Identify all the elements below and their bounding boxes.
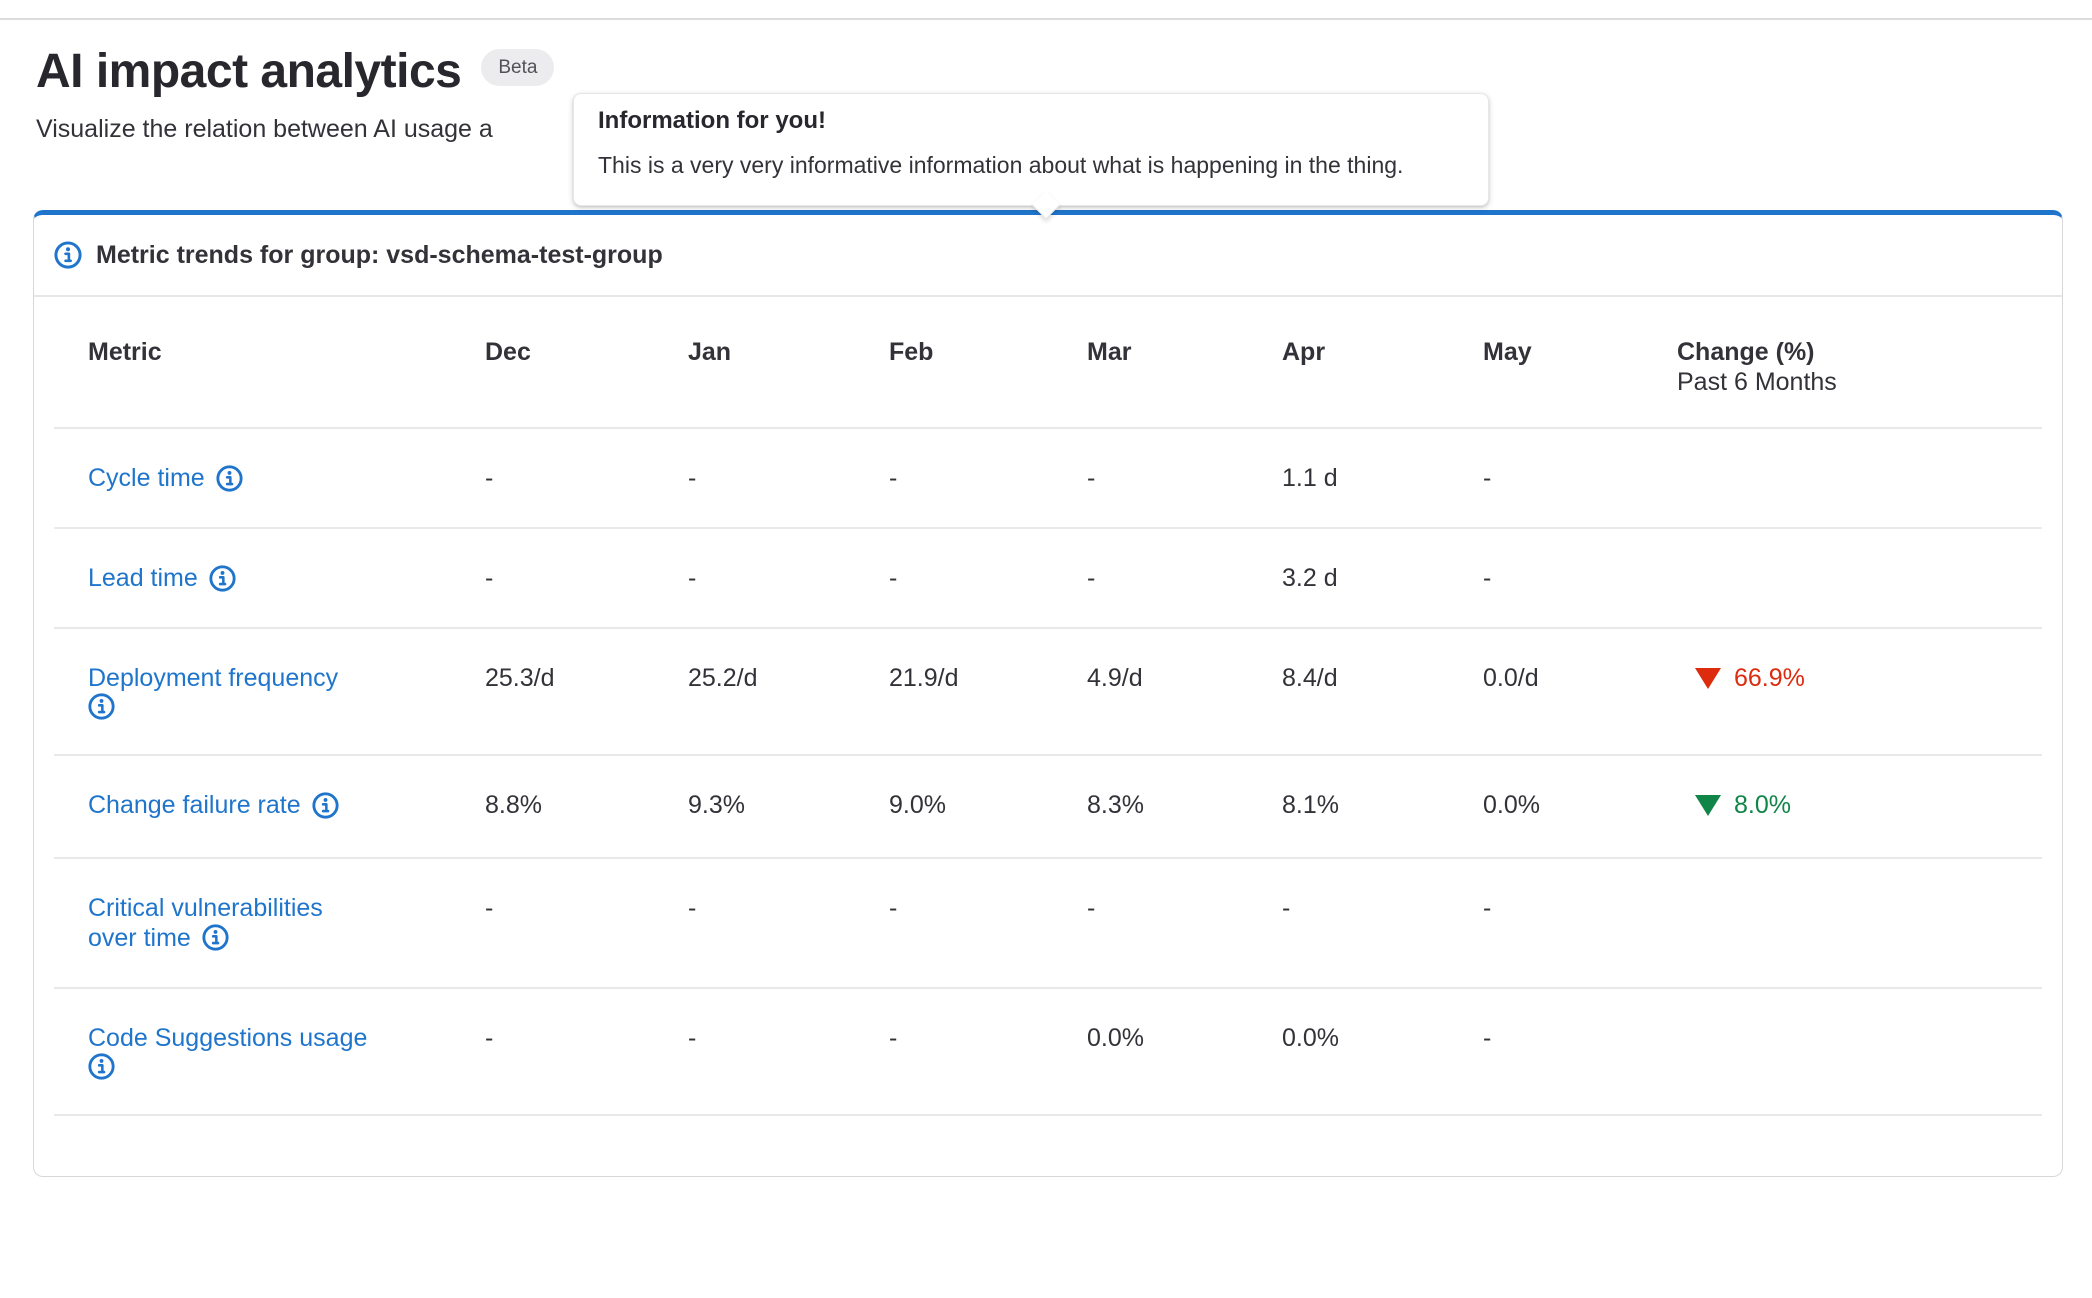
- value-cell: -: [1087, 464, 1096, 492]
- card-title: Metric trends for group: vsd-schema-test…: [96, 240, 663, 269]
- value-cell: 9.0%: [889, 791, 946, 819]
- column-header-change: Change (%) Past 6 Months: [1677, 338, 1837, 396]
- change-cell: 8.0%: [1677, 790, 2042, 823]
- value-cell: -: [1087, 564, 1096, 592]
- value-cell: 8.3%: [1087, 791, 1144, 819]
- value-cell: 8.8%: [485, 791, 542, 819]
- value-cell: -: [485, 1023, 494, 1052]
- info-icon[interactable]: [202, 924, 229, 951]
- value-cell: 0.0%: [1483, 791, 1540, 819]
- value-cell: 0.0%: [1282, 1023, 1339, 1052]
- metric-link-deployment-frequency[interactable]: Deployment frequency: [88, 663, 485, 720]
- column-header-feb: Feb: [889, 338, 934, 366]
- info-icon[interactable]: [216, 465, 243, 492]
- value-cell: -: [485, 564, 494, 592]
- metric-link-change-failure-rate[interactable]: Change failure rate: [88, 790, 339, 820]
- value-cell: 9.3%: [688, 791, 745, 819]
- value-cell: -: [688, 464, 697, 492]
- beta-badge: Beta: [481, 49, 555, 86]
- table-row: Change failure rate 8.8% 9.3% 9.0% 8.3% …: [54, 756, 2042, 859]
- popover-body: This is a very very informative informat…: [598, 152, 1404, 178]
- page-header: AI impact analytics Beta Visualize the r…: [36, 44, 555, 144]
- value-cell: 25.2/d: [688, 664, 758, 692]
- value-cell: 0.0/d: [1483, 664, 1539, 692]
- value-cell: -: [889, 564, 898, 592]
- info-icon[interactable]: [88, 693, 115, 720]
- metric-link-code-suggestions-usage[interactable]: Code Suggestions usage: [88, 1023, 485, 1080]
- info-icon[interactable]: [88, 1053, 115, 1080]
- metric-link-lead-time[interactable]: Lead time: [88, 563, 236, 593]
- column-header-apr: Apr: [1282, 338, 1326, 366]
- table-row: Critical vulnerabilities over time - - -…: [54, 859, 2042, 989]
- change-cell: 66.9%: [1677, 663, 2042, 696]
- value-cell: -: [688, 564, 697, 592]
- change-indicator-positive: 8.0%: [1695, 790, 1791, 820]
- metric-link-cycle-time[interactable]: Cycle time: [88, 463, 243, 493]
- value-cell: -: [1483, 893, 1492, 922]
- column-header-dec: Dec: [485, 338, 531, 366]
- value-cell: -: [688, 1023, 697, 1052]
- table-row: Cycle time - - - - 1.1 d -: [54, 429, 2042, 529]
- value-cell: 0.0%: [1087, 1023, 1144, 1052]
- table-row: Code Suggestions usage - - - 0.0% 0.0% -: [54, 989, 2042, 1116]
- value-cell: -: [485, 893, 494, 922]
- value-cell: -: [485, 464, 494, 492]
- value-cell: -: [1483, 1023, 1492, 1052]
- table-row: Deployment frequency 25.3/d 25.2/d 21.9/…: [54, 629, 2042, 756]
- column-header-jan: Jan: [688, 338, 732, 366]
- value-cell: 21.9/d: [889, 664, 959, 692]
- value-cell: 8.4/d: [1282, 664, 1338, 692]
- metric-trends-table: Metric Dec Jan Feb Mar Apr May Change (%…: [54, 297, 2042, 1116]
- info-icon[interactable]: [54, 241, 82, 269]
- change-indicator-negative: 66.9%: [1695, 663, 1805, 693]
- info-icon[interactable]: [312, 792, 339, 819]
- page-title: AI impact analytics: [36, 45, 462, 98]
- value-cell: -: [1483, 564, 1492, 592]
- info-icon[interactable]: [209, 565, 236, 592]
- column-header-mar: Mar: [1087, 338, 1132, 366]
- metric-link-critical-vulnerabilities[interactable]: Critical vulnerabilities over time: [88, 893, 323, 952]
- value-cell: 4.9/d: [1087, 664, 1143, 692]
- page-top-divider: [0, 18, 2092, 20]
- page-subtitle: Visualize the relation between AI usage …: [36, 115, 493, 143]
- value-cell: 8.1%: [1282, 791, 1339, 819]
- triangle-down-icon: [1695, 667, 1721, 689]
- value-cell: 1.1 d: [1282, 464, 1338, 492]
- value-cell: -: [688, 893, 697, 922]
- column-header-metric: Metric: [88, 338, 162, 366]
- value-cell: -: [1483, 464, 1492, 492]
- value-cell: 25.3/d: [485, 664, 555, 692]
- value-cell: -: [1282, 893, 1291, 922]
- value-cell: -: [889, 1023, 898, 1052]
- info-popover: Information for you! This is a very very…: [573, 93, 1489, 220]
- table-row: Lead time - - - - 3.2 d -: [54, 529, 2042, 629]
- value-cell: 3.2 d: [1282, 564, 1338, 592]
- card-header: Metric trends for group: vsd-schema-test…: [34, 215, 2062, 297]
- popover-title: Information for you!: [598, 107, 826, 134]
- table-header-row: Metric Dec Jan Feb Mar Apr May Change (%…: [54, 297, 2042, 429]
- value-cell: -: [1087, 893, 1096, 922]
- value-cell: -: [889, 893, 898, 922]
- column-header-may: May: [1483, 338, 1532, 366]
- triangle-down-icon: [1695, 794, 1721, 816]
- metric-trends-card: Metric trends for group: vsd-schema-test…: [33, 210, 2063, 1177]
- value-cell: -: [889, 464, 898, 492]
